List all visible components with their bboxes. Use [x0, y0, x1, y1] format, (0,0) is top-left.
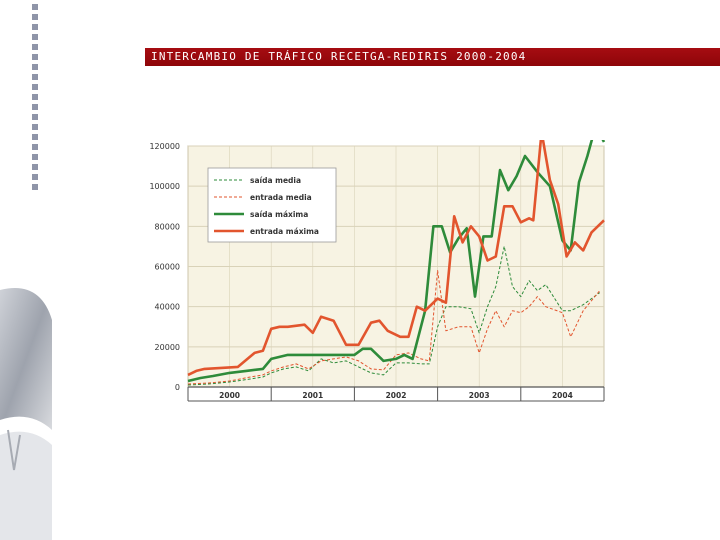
decorative-dot — [32, 84, 38, 90]
decorative-dot — [32, 4, 38, 10]
decorative-dot — [32, 74, 38, 80]
decorative-dot — [32, 174, 38, 180]
decorative-dot — [32, 154, 38, 160]
legend-box — [207, 167, 337, 243]
decorative-dot — [32, 184, 38, 190]
x-tick-label: 2000 — [219, 391, 240, 400]
y-tick-label: 0 — [175, 383, 180, 392]
series-line-saída-media — [187, 245, 601, 386]
decorative-dot — [32, 114, 38, 120]
decorative-dot — [32, 144, 38, 150]
series-line-saída-máxima — [187, 124, 606, 383]
legend-label: entrada máxima — [250, 227, 319, 236]
y-tick-label: 60000 — [155, 263, 180, 272]
decorative-dot — [32, 94, 38, 100]
decorative-dot — [32, 64, 38, 70]
decorative-dot — [32, 134, 38, 140]
decorative-dot — [32, 164, 38, 170]
legend-label: saída media — [250, 176, 301, 185]
x-tick-label: 2003 — [469, 391, 490, 400]
x-tick-label: 2001 — [302, 391, 323, 400]
chart-svg: 0 20000 40000 60000 80000 100000 120000 2000 200… — [149, 124, 606, 402]
decorative-dot — [32, 54, 38, 60]
legend-label: saída máxima — [250, 210, 308, 219]
y-tick-label: 20000 — [155, 343, 180, 352]
y-tick-label: 100000 — [149, 182, 180, 191]
legend: saída media entrada media saída máxima entr… — [207, 167, 337, 243]
decorative-dot — [32, 44, 38, 50]
series-line-entrada-máxima — [187, 130, 605, 377]
y-tick-label: 40000 — [155, 303, 180, 312]
decorative-swoosh — [0, 288, 52, 540]
x-tick-label: 2002 — [386, 391, 407, 400]
y-tick-label: 80000 — [155, 222, 180, 231]
decorative-dot — [32, 104, 38, 110]
slide-title: INTERCAMBIO DE TRÁFICO RECETGA-REDIRIS 2… — [145, 48, 720, 66]
series-line-entrada-media — [187, 270, 601, 385]
y-tick-label: 120000 — [149, 142, 180, 151]
decorative-dot — [32, 14, 38, 20]
decorative-dot — [32, 124, 38, 130]
line-chart: 0 20000 40000 60000 80000 100000 120000 2000 200… — [140, 124, 610, 415]
decorative-dot — [32, 24, 38, 30]
legend-label: entrada media — [250, 193, 312, 202]
decorative-dot — [32, 34, 38, 40]
decorative-dot-column — [32, 0, 40, 200]
x-tick-label: 2004 — [552, 391, 573, 400]
